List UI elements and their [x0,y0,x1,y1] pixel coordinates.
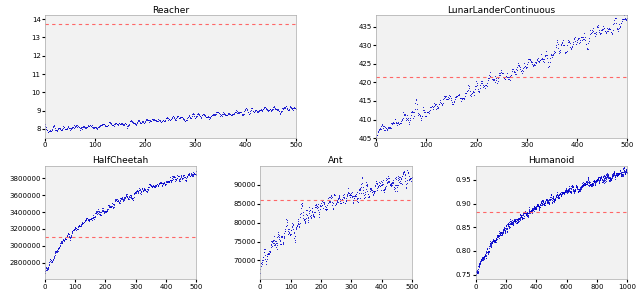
Title: Ant: Ant [328,156,344,165]
Title: Reacher: Reacher [152,6,189,14]
Title: HalfCheetah: HalfCheetah [93,156,148,165]
Title: Humanoid: Humanoid [528,156,575,165]
Title: LunarLanderContinuous: LunarLanderContinuous [447,6,556,14]
